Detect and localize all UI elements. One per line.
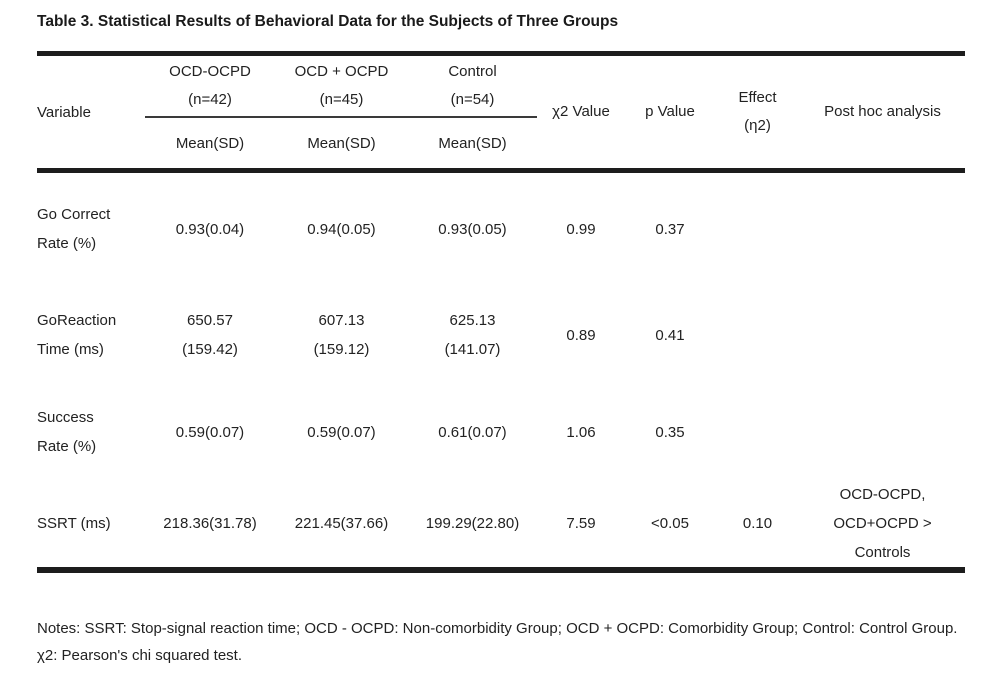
mean-sd-cell: 0.94(0.05): [275, 168, 408, 285]
column-header-variable: Variable: [37, 103, 91, 121]
mean-sd-cell: 0.61(0.07): [438, 423, 507, 441]
column-header-p-value: p Value: [645, 103, 695, 120]
post-hoc-cell: [800, 285, 965, 385]
effect-size-cell: 0.10: [715, 479, 800, 573]
row-variable-label: Go Correct Rate (%): [37, 168, 145, 285]
column-header-group-ocd-plus-ocpd: OCD + OCPD (n=45): [275, 53, 408, 118]
p-value-cell: 0.37: [625, 168, 715, 285]
row-variable-label: GoReaction Time (ms): [37, 312, 117, 358]
group-n: (n=42): [188, 91, 232, 108]
p-value-cell: 0.41: [655, 326, 685, 344]
mean-sd-subheader: Mean(SD): [175, 134, 245, 152]
mean-sd-subheader: Mean(SD): [438, 134, 507, 152]
group-n: (n=54): [450, 91, 495, 108]
row-variable-label: Success Rate (%): [37, 409, 97, 455]
column-header-chi2-value: χ2 Value: [552, 103, 610, 120]
table-row-success-rate: Success Rate (%) 0.59(0.07) 0.59(0.07) 0…: [37, 385, 965, 479]
group-name: OCD + OCPD: [294, 63, 389, 80]
mean-sd-cell: 199.29(22.80): [408, 479, 537, 573]
chi2-value-cell: 1.06: [566, 423, 596, 441]
chi2-value-cell: 0.99: [537, 168, 625, 285]
column-header-group-ocd-ocpd: OCD-OCPD (n=42): [145, 53, 275, 118]
row-variable-label: SSRT (ms): [37, 479, 145, 573]
effect-size-cell: [715, 168, 800, 285]
post-hoc-cell: [800, 168, 965, 285]
mean-sd-cell: 0.59(0.07): [307, 423, 376, 441]
p-value-cell: <0.05: [625, 479, 715, 573]
table-row-go-reaction-time: GoReaction Time (ms) 650.57 (159.42) 607…: [37, 285, 965, 385]
column-header-effect-eta2: Effect (η2): [738, 89, 777, 134]
mean-sd-cell: 625.13 (141.07): [444, 312, 501, 358]
mean-sd-cell: 218.36(31.78): [145, 479, 275, 573]
table-title: Table 3. Statistical Results of Behavior…: [37, 13, 619, 30]
chi2-value-cell: 7.59: [537, 479, 625, 573]
group-name: Control: [448, 63, 497, 80]
effect-size-cell: [715, 285, 800, 385]
column-header-post-hoc: Post hoc analysis: [824, 103, 941, 120]
group-n: (n=45): [319, 91, 364, 108]
column-header-group-control: Control (n=54): [408, 53, 537, 118]
mean-sd-cell: 0.93(0.05): [408, 168, 537, 285]
mean-sd-cell: 607.13 (159.12): [313, 312, 370, 358]
p-value-cell: 0.35: [655, 423, 685, 441]
table-header: Variable OCD-OCPD (n=42) OCD + OCPD (n=45)…: [37, 53, 965, 171]
group-name: OCD-OCPD: [169, 63, 251, 80]
table-row-ssrt: SSRT (ms) 218.36(31.78) 221.45(37.66) 19…: [37, 479, 965, 573]
mean-sd-cell: 221.45(37.66): [275, 479, 408, 573]
statistical-results-table: Variable OCD-OCPD (n=42) OCD + OCPD (n=45)…: [37, 51, 965, 573]
effect-size-cell: [715, 385, 800, 479]
table-notes: Notes: SSRT: Stop-signal reaction time; …: [37, 620, 958, 664]
post-hoc-cell: [800, 385, 965, 479]
mean-sd-subheader: Mean(SD): [307, 134, 376, 152]
mean-sd-cell: 0.59(0.07): [175, 423, 245, 441]
chi2-value-cell: 0.89: [566, 326, 596, 344]
post-hoc-cell: OCD-OCPD, OCD+OCPD > Controls: [800, 479, 965, 573]
mean-sd-cell: 650.57 (159.42): [182, 312, 238, 358]
table-row-go-correct-rate: Go Correct Rate (%) 0.93(0.04) 0.94(0.05…: [37, 168, 965, 285]
table-body: Go Correct Rate (%) 0.93(0.04) 0.94(0.05…: [37, 168, 965, 573]
mean-sd-cell: 0.93(0.04): [145, 168, 275, 285]
